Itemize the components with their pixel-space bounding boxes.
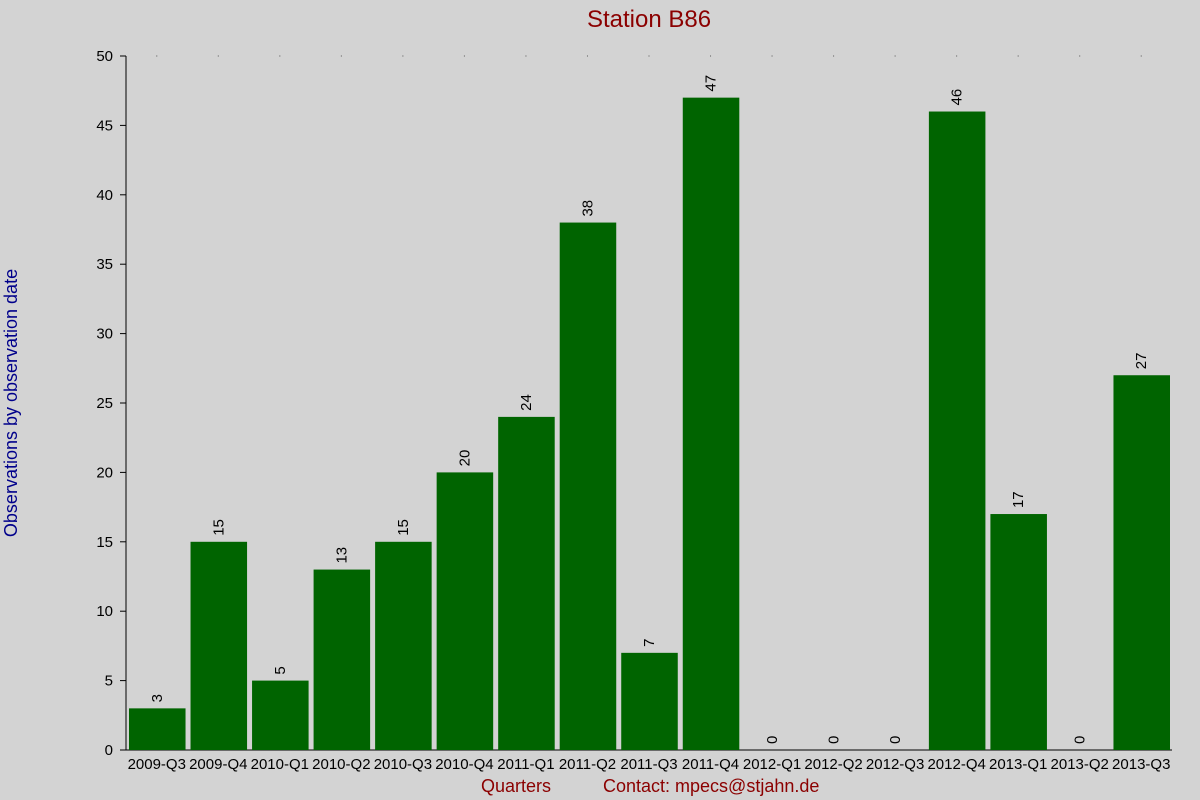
bar [498,416,555,750]
x-tick-label: 2012-Q3 [866,756,924,773]
data-label: 46 [949,89,966,106]
x-tick-label: 2013-Q1 [989,756,1047,773]
y-tick-label: 40 [96,187,113,204]
data-label: 47 [703,75,720,92]
y-tick-label: 5 [105,673,113,690]
bar [928,111,986,750]
top-dot [340,55,342,57]
data-label: 20 [456,450,473,467]
x-tick-label: 2009-Q3 [128,756,186,773]
chart-title: Station B86 [587,6,711,33]
top-dot [1140,55,1142,57]
data-label: 15 [210,519,227,536]
y-tick-label: 0 [105,742,113,759]
x-tick-label: 2010-Q4 [435,756,493,773]
top-dot [894,55,896,57]
bar [990,514,1047,750]
x-tick-label: 2011-Q3 [620,756,677,773]
x-axis-label: Quarters [481,776,551,796]
y-axis-label: Observations by observation date [1,269,21,537]
bar [375,541,432,750]
data-label: 17 [1010,491,1027,508]
y-tick-label: 20 [96,464,113,481]
x-tick-label: 2010-Q2 [312,756,370,773]
x-tick-label: 2013-Q2 [1051,756,1109,773]
top-dot [648,55,650,57]
top-dot [710,55,712,57]
top-dot [156,55,158,57]
data-label: 38 [579,200,596,217]
bar [313,569,371,750]
x-tick-label: 2012-Q2 [804,756,862,773]
top-dot [525,55,527,57]
data-label: 15 [395,519,412,536]
data-label: 0 [764,736,781,744]
data-label: 0 [887,736,904,744]
y-tick-label: 50 [96,48,113,65]
bar [252,680,309,750]
top-dot [217,55,219,57]
data-label: 0 [1072,736,1089,744]
bar [621,652,678,750]
x-tick-label: 2011-Q2 [559,756,616,773]
x-tick-label: 2011-Q4 [682,756,739,773]
top-dot [586,55,588,57]
y-tick-label: 25 [96,395,113,412]
bar [190,541,248,750]
top-dot [1017,55,1019,57]
bar [682,97,740,750]
data-label: 13 [333,547,350,564]
x-tick-label: 2013-Q3 [1112,756,1170,773]
contact-text: Contact: mpecs@stjahn.de [603,776,819,796]
top-dot [402,55,404,57]
data-label: 3 [149,694,166,702]
bars: 3 15 5 13 15 20 24 38 7 47 0 0 0 46 17 0 27 [129,75,1170,750]
x-tick-label: 2011-Q1 [497,756,554,773]
x-tick-label: 2009-Q4 [189,756,247,773]
y-tick-label: 10 [96,603,113,620]
y-tick-label: 15 [96,534,113,551]
bar [129,708,186,750]
top-dot [463,55,465,57]
y-tick-label: 45 [96,117,113,134]
data-label: 24 [518,394,535,411]
bar [1113,375,1170,750]
data-label: 27 [1133,353,1150,370]
top-dot [833,55,835,57]
bar [436,472,494,750]
top-dot [279,55,281,57]
data-label: 7 [641,638,658,646]
bar [559,222,617,750]
x-tick-label: 2012-Q4 [927,756,985,773]
y-tick-label: 35 [96,256,113,273]
x-tick-label: 2010-Q3 [374,756,432,773]
top-dot [1079,55,1081,57]
data-label: 5 [272,666,289,674]
data-label: 0 [826,736,843,744]
x-tick-label: 2012-Q1 [743,756,801,773]
y-tick-label: 30 [96,326,113,343]
top-dot [771,55,773,57]
top-dot [956,55,958,57]
x-tick-label: 2010-Q1 [251,756,309,773]
